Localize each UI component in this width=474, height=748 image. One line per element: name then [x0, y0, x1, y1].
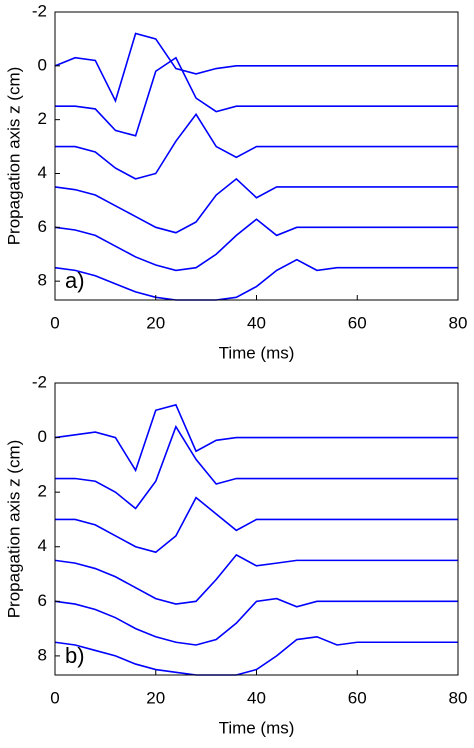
trace [54, 177, 458, 234]
axes-box [54, 382, 459, 676]
x-axis-label: Time (ms) [219, 343, 295, 362]
x-tick-label: 40 [247, 313, 266, 332]
y-tick-label: -2 [32, 1, 47, 20]
x-tick-label: 60 [348, 688, 367, 707]
x-tick-label: 40 [247, 688, 266, 707]
trace [54, 553, 458, 605]
y-tick-label: 2 [38, 482, 47, 501]
y-tick-label: 2 [38, 109, 47, 128]
trace [55, 112, 458, 180]
y-tick-label: 4 [38, 536, 47, 555]
trace [55, 496, 458, 554]
axes-box [54, 11, 459, 301]
y-tick-label: 8 [38, 645, 47, 664]
trace [54, 218, 458, 272]
y-tick-label: 6 [38, 591, 47, 610]
y-axis-label: Propagation axis z (cm) [4, 440, 23, 619]
y-tick-label: 8 [38, 271, 47, 290]
x-tick-label: 0 [50, 688, 59, 707]
panel-label: a) [65, 268, 85, 293]
trace [54, 597, 458, 646]
y-tick-label: -2 [32, 372, 47, 391]
trace [55, 56, 458, 137]
x-tick-label: 0 [50, 313, 59, 332]
x-axis-label: Time (ms) [219, 718, 295, 737]
y-tick-label: 6 [38, 217, 47, 236]
y-axis-label: Propagation axis z (cm) [4, 67, 23, 246]
trace [54, 258, 458, 301]
y-tick-label: 4 [38, 163, 47, 182]
x-tick-label: 80 [449, 313, 468, 332]
y-tick-label: 0 [38, 55, 47, 74]
y-tick-label: 0 [38, 427, 47, 446]
trace [54, 403, 458, 473]
trace [54, 635, 458, 676]
trace [54, 32, 458, 103]
x-tick-label: 20 [146, 688, 165, 707]
x-tick-label: 20 [146, 313, 165, 332]
x-tick-label: 60 [348, 313, 367, 332]
x-tick-label: 80 [449, 688, 468, 707]
panel-label: b) [65, 643, 85, 668]
trace [55, 424, 458, 510]
